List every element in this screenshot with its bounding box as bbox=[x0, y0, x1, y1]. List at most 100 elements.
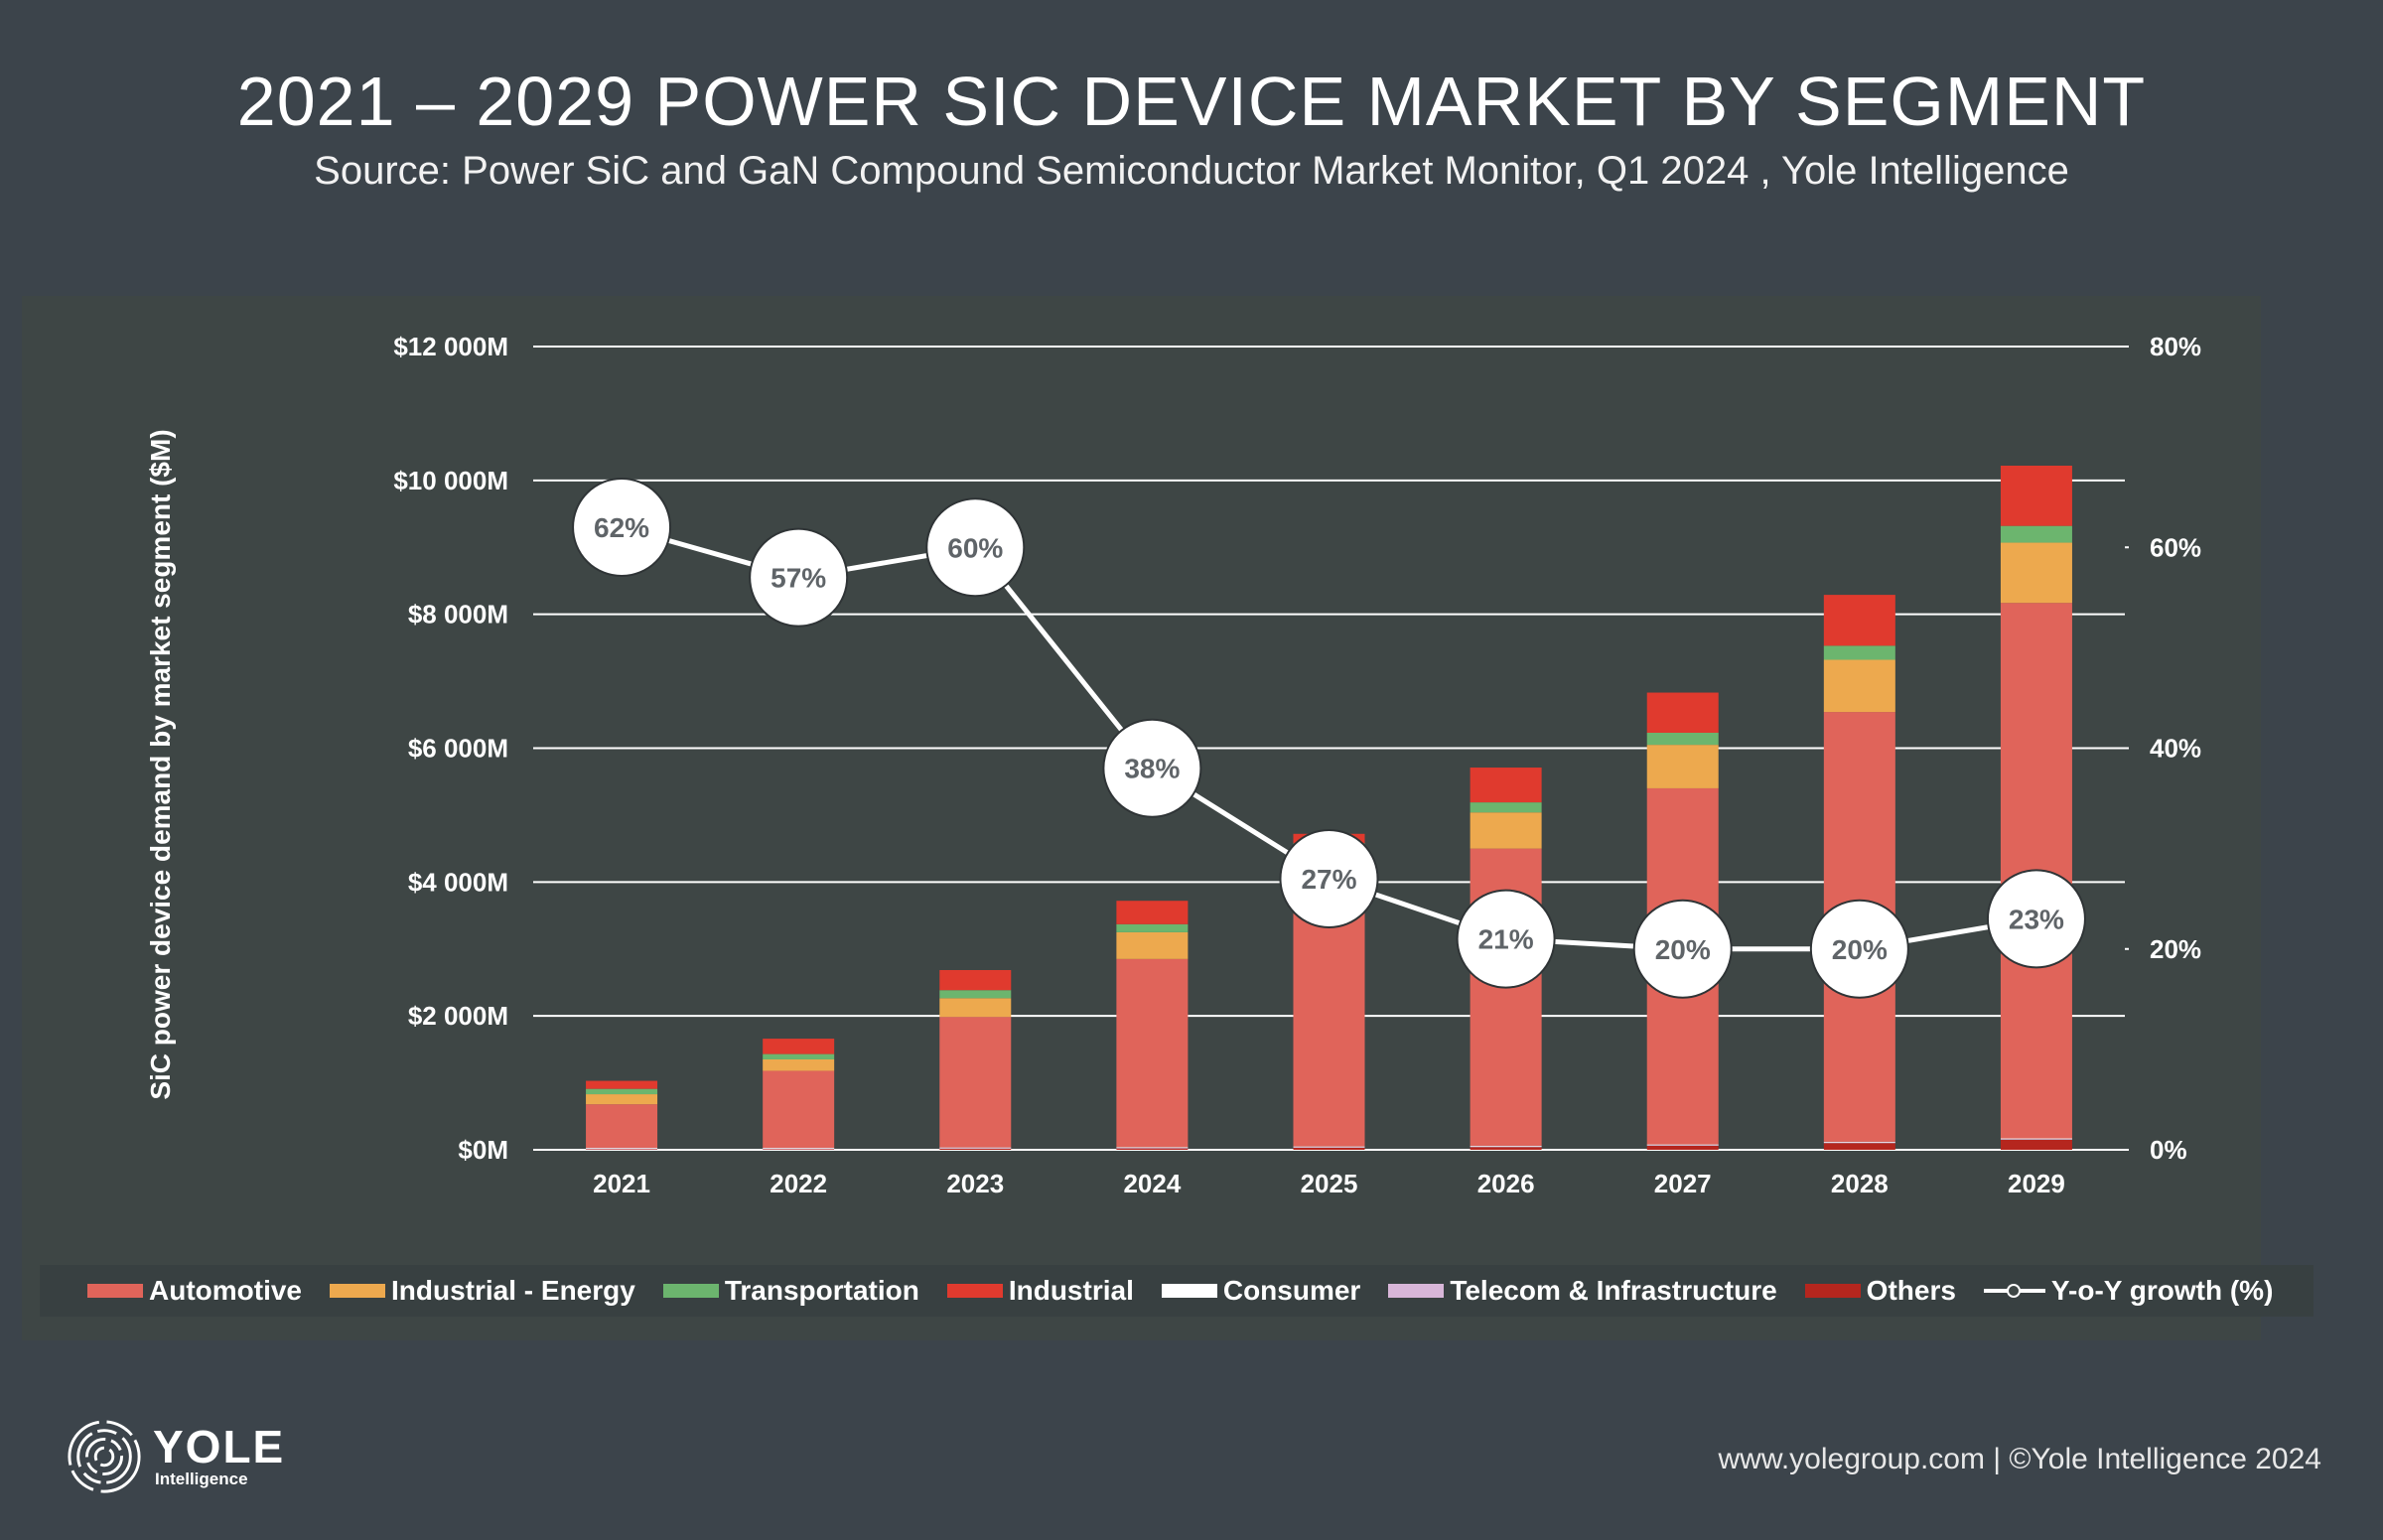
y-tick-label: $4 000M bbox=[408, 867, 508, 897]
bar-transportation-2024 bbox=[1116, 923, 1189, 932]
legend-item: Transportation bbox=[662, 1275, 919, 1307]
y-tick-label: $2 000M bbox=[408, 1001, 508, 1031]
bar-consumer-2023 bbox=[939, 1147, 1012, 1149]
growth-label: 27% bbox=[1301, 864, 1356, 895]
chart-title: 2021 – 2029 POWER SIC DEVICE MARKET BY S… bbox=[236, 63, 2147, 140]
legend-swatch bbox=[1388, 1284, 1445, 1298]
bar-industrial-2022 bbox=[763, 1039, 835, 1054]
x-tick-label: 2029 bbox=[2008, 1169, 2065, 1198]
bar-automotive-2023 bbox=[939, 1017, 1012, 1148]
x-tick-label: 2022 bbox=[770, 1169, 827, 1198]
y2-tick-label: 40% bbox=[2150, 734, 2201, 764]
growth-point bbox=[1809, 899, 1909, 999]
x-tick-label: 2024 bbox=[1123, 1169, 1181, 1198]
bar-industrial-energy-2026 bbox=[1470, 812, 1542, 849]
bar-consumer-2025 bbox=[1293, 1146, 1365, 1148]
bar-automotive-2022 bbox=[763, 1070, 835, 1148]
bar-consumer-2021 bbox=[586, 1147, 658, 1149]
chart-subtitle: Source: Power SiC and GaN Compound Semic… bbox=[314, 149, 2069, 193]
bar-transportation-2023 bbox=[939, 990, 1012, 999]
x-axis-ticks: 2021 2022 2023 2024 2025 2026 2027 2028 2029 bbox=[593, 1169, 2065, 1198]
growth-point bbox=[749, 527, 849, 628]
bar-industrial-energy-2029 bbox=[2000, 542, 2072, 604]
bar-others-2026 bbox=[1470, 1147, 1542, 1150]
bar-transportation-2022 bbox=[763, 1053, 835, 1059]
legend-item: Consumer bbox=[1161, 1275, 1361, 1307]
yole-logo: YOLE Intelligence bbox=[66, 1418, 285, 1495]
bar-automotive-2024 bbox=[1116, 958, 1189, 1148]
legend-item: Automotive bbox=[87, 1275, 302, 1307]
bar-transportation-2021 bbox=[586, 1088, 658, 1095]
y-tick-label: $0M bbox=[458, 1135, 508, 1165]
growth-label: 20% bbox=[1832, 934, 1888, 965]
bar-industrial-2026 bbox=[1470, 768, 1542, 803]
bar-industrial-energy-2024 bbox=[1116, 931, 1189, 959]
bar-telecom-infrastructure-2025 bbox=[1293, 1147, 1365, 1148]
legend-item: Telecom & Infrastructure bbox=[1388, 1275, 1777, 1307]
growth-label: 38% bbox=[1124, 754, 1180, 784]
bar-industrial-2027 bbox=[1646, 692, 1719, 733]
y-axis-label: SiC power device demand by market segmen… bbox=[145, 429, 176, 1100]
legend-line-swatch bbox=[1983, 1284, 2045, 1298]
bar-consumer-2024 bbox=[1116, 1147, 1189, 1148]
growth-point bbox=[925, 497, 1026, 598]
y-tick-label: $12 000M bbox=[393, 332, 508, 361]
growth-point bbox=[1632, 899, 1733, 999]
y-axis-ticks: $0M $2 000M $4 000M $6 000M $8 000M $10 000M $… bbox=[393, 332, 508, 1165]
bar-telecom-infrastructure-2029 bbox=[2000, 1139, 2072, 1140]
bar-automotive-2025 bbox=[1293, 885, 1365, 1147]
legend-swatch bbox=[87, 1284, 143, 1298]
bar-others-2022 bbox=[763, 1149, 835, 1150]
logo-sub: Intelligence bbox=[155, 1470, 248, 1488]
bar-consumer-2026 bbox=[1470, 1145, 1542, 1147]
legend-item: Industrial bbox=[946, 1275, 1134, 1307]
bar-industrial-energy-2027 bbox=[1646, 745, 1719, 788]
legend-label: Transportation bbox=[724, 1275, 919, 1306]
bar-consumer-2027 bbox=[1646, 1144, 1719, 1146]
growth-label: 20% bbox=[1655, 934, 1711, 965]
bar-industrial-energy-2028 bbox=[1823, 659, 1895, 713]
bar-industrial-energy-2022 bbox=[763, 1058, 835, 1071]
bar-industrial-energy-2021 bbox=[586, 1094, 658, 1105]
y2-axis-ticks: 0% 20% 40% 60% 80% bbox=[2125, 332, 2201, 1165]
bar-telecom-infrastructure-2024 bbox=[1116, 1147, 1189, 1149]
growth-label: 62% bbox=[594, 512, 649, 543]
legend-label: Others bbox=[1866, 1275, 1956, 1306]
legend-label: Consumer bbox=[1222, 1275, 1361, 1306]
legend-swatch bbox=[330, 1284, 385, 1298]
bar-consumer-2029 bbox=[2000, 1138, 2072, 1140]
y-tick-label: $10 000M bbox=[393, 466, 508, 495]
bar-telecom-infrastructure-2023 bbox=[939, 1148, 1012, 1149]
growth-point bbox=[572, 478, 672, 578]
growth-point bbox=[1456, 889, 1556, 989]
bar-telecom-infrastructure-2027 bbox=[1646, 1145, 1719, 1146]
bar-telecom-infrastructure-2022 bbox=[763, 1148, 835, 1150]
bar-others-2023 bbox=[939, 1148, 1012, 1150]
legend-label: Telecom & Infrastructure bbox=[1450, 1275, 1777, 1306]
bar-others-2027 bbox=[1646, 1145, 1719, 1150]
yole-logo-icon bbox=[68, 1420, 141, 1493]
bar-industrial-energy-2023 bbox=[939, 998, 1012, 1018]
x-tick-label: 2027 bbox=[1654, 1169, 1712, 1198]
bar-industrial-2021 bbox=[586, 1080, 658, 1089]
bar-telecom-infrastructure-2026 bbox=[1470, 1146, 1542, 1148]
legend-item: Industrial - Energy bbox=[330, 1275, 635, 1307]
bar-transportation-2026 bbox=[1470, 802, 1542, 813]
footer-credit[interactable]: www.yolegroup.com | ©Yole Intelligence 2… bbox=[1718, 1443, 2322, 1475]
bar-industrial-2028 bbox=[1823, 595, 1895, 646]
y-tick-label: $6 000M bbox=[408, 734, 508, 764]
legend-label: Y-o-Y growth (%) bbox=[2050, 1275, 2274, 1306]
x-tick-label: 2026 bbox=[1477, 1169, 1535, 1198]
growth-point bbox=[1986, 869, 2086, 969]
bar-automotive-2021 bbox=[586, 1104, 658, 1148]
bar-transportation-2028 bbox=[1823, 645, 1895, 660]
y2-tick-label: 60% bbox=[2150, 532, 2201, 562]
bar-others-2024 bbox=[1116, 1148, 1189, 1150]
logo-name: YOLE bbox=[153, 1421, 286, 1472]
legend-label: Industrial bbox=[1008, 1275, 1134, 1306]
bar-transportation-2029 bbox=[2000, 525, 2072, 543]
legend: Automotive Industrial - Energy Transportat… bbox=[87, 1271, 2301, 1311]
bar-transportation-2027 bbox=[1646, 732, 1719, 746]
legend-label: Industrial - Energy bbox=[391, 1275, 635, 1306]
